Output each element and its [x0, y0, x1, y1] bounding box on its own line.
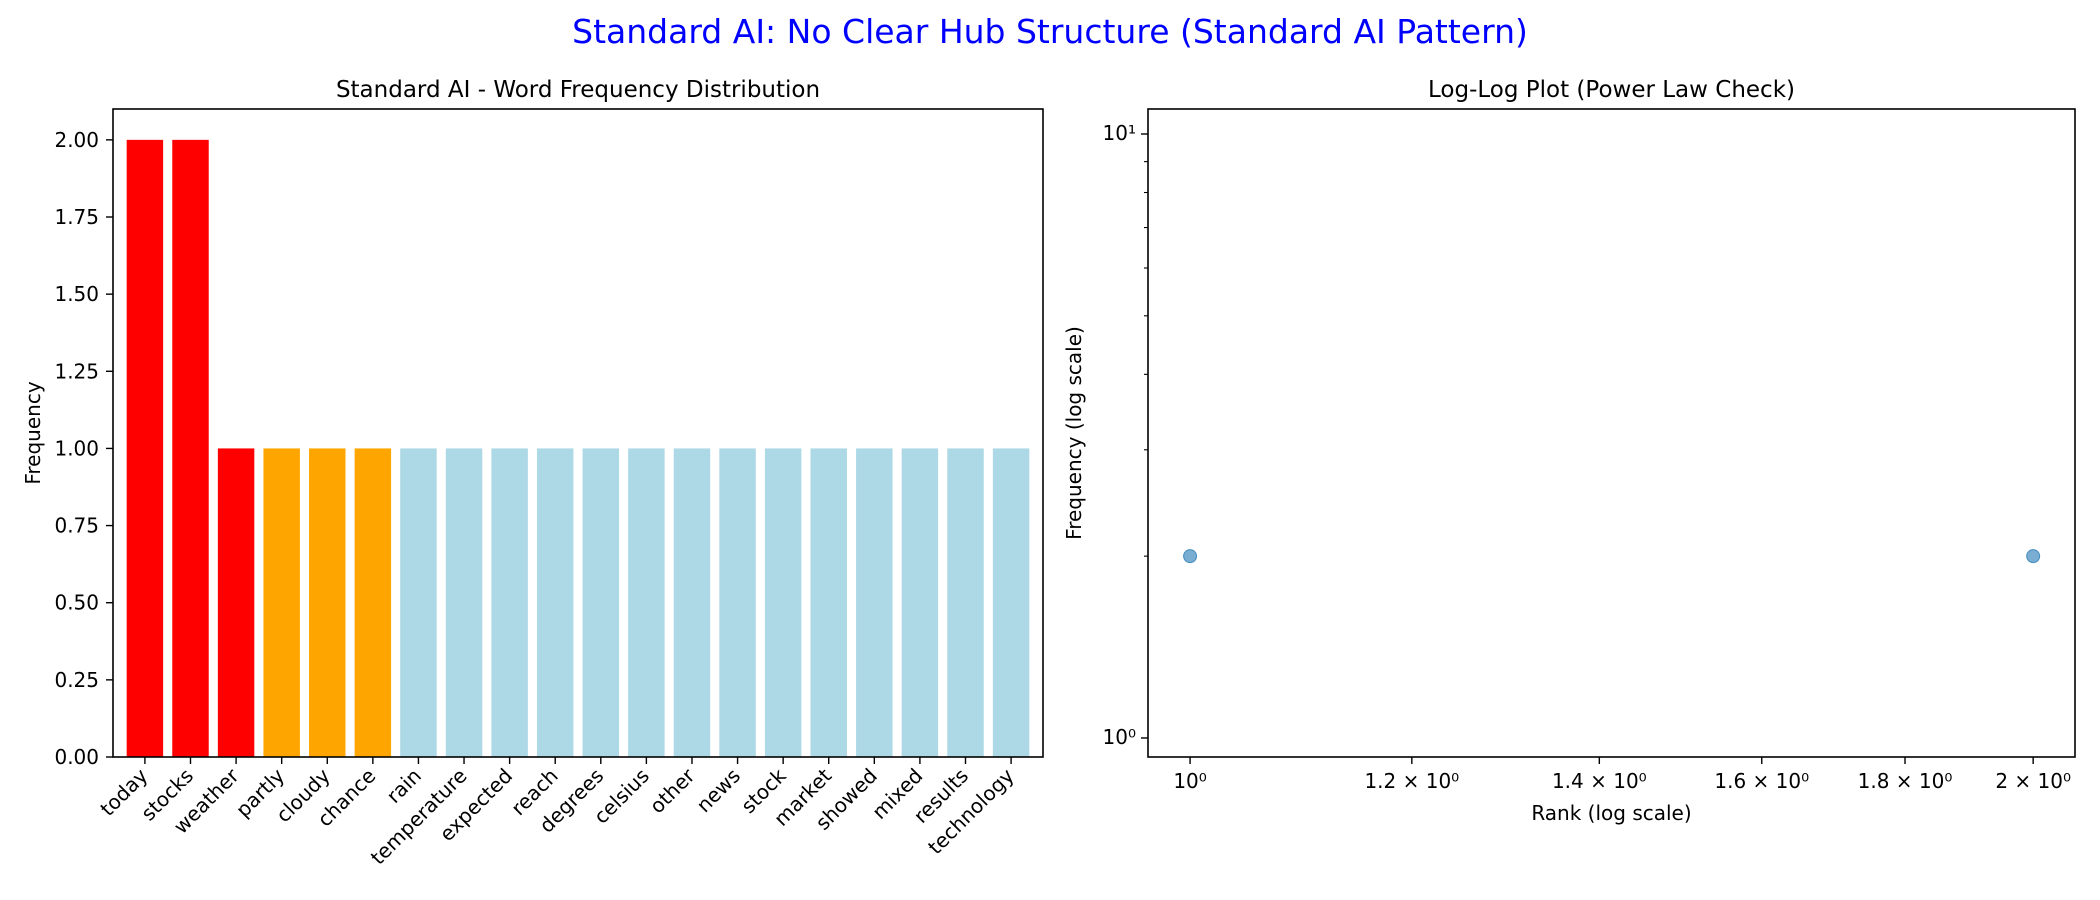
bar-degrees [582, 448, 620, 757]
y-tick-label: 1.50 [54, 282, 99, 306]
y-tick-label: 0.00 [54, 745, 99, 769]
y-tick-label: 1.00 [54, 436, 99, 460]
log-log-title: Log-Log Plot (Power Law Check) [1428, 77, 1795, 103]
x-tick-label: 2 × 10⁰ [1995, 769, 2071, 793]
bar-technology [992, 448, 1030, 757]
figure-title: Standard AI: No Clear Hub Structure (Sta… [572, 12, 1528, 51]
bar-showed [856, 448, 893, 757]
bar-chance [354, 448, 392, 757]
x-tick-label: 1.2 × 10⁰ [1364, 769, 1459, 793]
log-log-x-ticks: 10⁰ 1.2 × 10⁰ 1.4 × 10⁰ 1.6 × 10⁰ 1.8 × 10⁰ 2… [1173, 757, 2071, 793]
log-log-frame [1147, 108, 2076, 758]
bar-chart-frame [112, 108, 1044, 758]
bar-market [810, 448, 847, 757]
y-tick-label: 2.00 [54, 128, 99, 152]
x-tick-label-other: other [645, 763, 700, 818]
bar-cloudy [309, 448, 346, 757]
log-log-y-axis-label: Frequency (log scale) [1062, 326, 1086, 540]
y-tick-label: 0.75 [54, 514, 99, 538]
bar-other [673, 448, 711, 757]
bar-results [947, 448, 984, 757]
bar-chart-y-axis-label: Frequency [21, 381, 45, 484]
y-tick-label: 0.25 [54, 668, 99, 692]
bar-today [126, 139, 164, 757]
log-log-y-ticks: 10⁰ 10¹ [1103, 121, 1148, 749]
bar-expected [491, 448, 528, 757]
log-log-points [1183, 549, 2041, 564]
x-tick-label: 1.8 × 10⁰ [1858, 769, 1953, 793]
scatter-point-2 [2026, 549, 2041, 564]
bar-chart-title: Standard AI - Word Frequency Distributio… [336, 77, 820, 103]
y-tick-label: 0.50 [54, 591, 99, 615]
y-tick-label: 1.25 [54, 359, 99, 383]
bar-news [719, 448, 756, 757]
bar-chart-bars [126, 139, 1030, 757]
x-tick-label-news: news [692, 764, 746, 818]
bar-chart-panel: Standard AI - Word Frequency Distributio… [21, 77, 1044, 869]
bar-stocks [172, 139, 209, 757]
x-tick-label: 10⁰ [1173, 769, 1206, 793]
bar-partly [263, 448, 300, 757]
y-tick-label: 10¹ [1103, 121, 1136, 145]
bar-stock [764, 448, 802, 757]
x-tick-label: 1.4 × 10⁰ [1552, 769, 1647, 793]
bar-rain [400, 448, 437, 757]
bar-mixed [901, 448, 939, 757]
log-log-panel: Log-Log Plot (Power Law Check) Frequency… [1062, 77, 2076, 825]
bar-celsius [628, 448, 665, 757]
bar-chart-y-ticks: 0.00 0.25 0.50 0.75 1.00 1.25 1.50 1.75 2.00 [54, 128, 113, 769]
y-tick-label: 10⁰ [1103, 725, 1136, 749]
scatter-point-1 [1183, 549, 1198, 564]
y-tick-label: 1.75 [54, 205, 99, 229]
log-log-x-axis-label: Rank (log scale) [1531, 801, 1691, 825]
x-tick-label: 1.6 × 10⁰ [1714, 769, 1809, 793]
bar-weather [217, 448, 255, 757]
bar-temperature [445, 448, 483, 757]
bar-reach [536, 448, 574, 757]
